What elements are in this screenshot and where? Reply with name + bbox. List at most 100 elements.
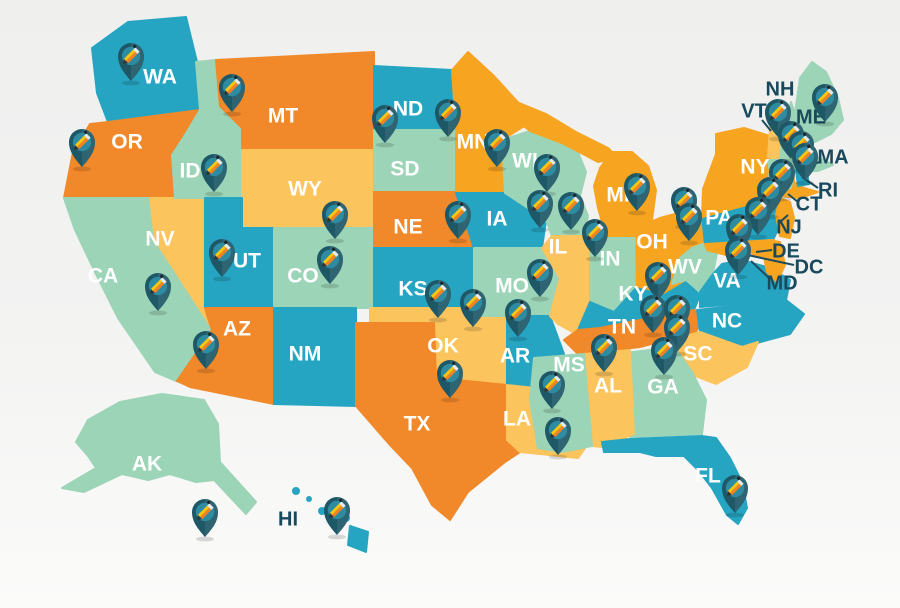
state-label-VA: VA (713, 270, 741, 293)
map-pin[interactable] (324, 497, 350, 540)
map-pin[interactable] (624, 173, 650, 216)
map-pin[interactable] (322, 201, 348, 244)
map-pin[interactable] (558, 192, 584, 235)
map-pin[interactable] (640, 295, 666, 338)
pencil-icon (550, 418, 567, 438)
map-pin[interactable] (651, 337, 677, 380)
pencil-icon (681, 204, 698, 224)
pencil-icon (596, 335, 613, 355)
small-label-RI: RI (818, 179, 838, 201)
pencil-icon (770, 100, 787, 120)
pencil-icon (322, 247, 339, 267)
map-pin[interactable] (722, 475, 748, 518)
map-pin[interactable] (460, 289, 486, 332)
state-label-IL: IL (549, 236, 568, 259)
map-pin[interactable] (372, 105, 398, 148)
map-pin[interactable] (317, 246, 343, 289)
leader-line (742, 253, 795, 266)
state-label-MN: MN (457, 131, 490, 154)
state-label-CO: CO (287, 265, 319, 288)
state-label-NE: NE (393, 216, 422, 239)
map-pin[interactable] (145, 273, 171, 316)
state-label-AK: AK (132, 453, 162, 476)
map-pin[interactable] (484, 129, 510, 172)
state-label-NV: NV (145, 228, 174, 251)
map-pin[interactable] (118, 43, 144, 86)
pencil-icon (206, 155, 223, 175)
small-label-MA: MA (817, 146, 848, 168)
pencil-icon (150, 274, 167, 294)
pencil-icon (730, 238, 747, 258)
state-label-WI: WI (512, 150, 538, 173)
map-pin[interactable] (527, 190, 553, 233)
pencil-icon (197, 500, 214, 520)
pencil-icon (539, 155, 556, 175)
pencil-icon (727, 476, 744, 496)
state-label-KY: KY (618, 283, 647, 306)
state-label-SD: SD (390, 158, 419, 181)
map-pin[interactable] (725, 237, 751, 280)
map-pin[interactable] (534, 154, 560, 197)
small-label-DC: DC (795, 256, 824, 278)
state-label-IN: IN (600, 248, 621, 271)
pencil-icon (797, 144, 814, 164)
pencil-icon (645, 296, 662, 316)
state-label-SC: SC (683, 343, 712, 366)
pencil-icon (327, 202, 344, 222)
pencil-icon (629, 174, 646, 194)
leader-line (750, 260, 771, 280)
leader-line (755, 249, 773, 253)
state-IA (455, 192, 547, 249)
pencil-icon (214, 240, 231, 260)
state-label-MI: MI (606, 184, 629, 207)
state-label-LA: LA (503, 408, 531, 431)
small-label-VT: VT (741, 100, 767, 122)
pencil-icon (465, 290, 482, 310)
small-label-CT: CT (796, 193, 823, 215)
state-label-PA: PA (705, 207, 733, 230)
map-pin[interactable] (69, 129, 95, 172)
pencil-icon (198, 332, 215, 352)
map-pin[interactable] (539, 371, 565, 414)
state-label-AR: AR (500, 345, 530, 368)
state-label-NM: NM (289, 343, 322, 366)
leader-line (779, 214, 789, 223)
state-label-OH: OH (636, 231, 668, 254)
state-label-OR: OR (111, 131, 143, 154)
map-pin[interactable] (591, 334, 617, 377)
map-pin[interactable] (201, 154, 227, 197)
map-pin[interactable] (545, 417, 571, 460)
map-pin[interactable] (582, 219, 608, 262)
pencil-icon (450, 202, 467, 222)
state-label-WY: WY (288, 178, 322, 201)
map-pin[interactable] (505, 299, 531, 342)
map-pin[interactable] (745, 197, 771, 240)
state-label-ID: ID (180, 160, 201, 183)
map-pin[interactable] (219, 74, 245, 117)
map-pin[interactable] (435, 99, 461, 142)
state-label-TX: TX (404, 413, 431, 436)
pencil-icon (676, 188, 693, 208)
map-pin[interactable] (437, 360, 463, 403)
state-label-WA: WA (143, 66, 177, 89)
pencil-icon (74, 130, 91, 150)
state-label-OK: OK (427, 335, 459, 358)
state-label-MS: MS (553, 354, 585, 377)
state-AK (61, 393, 257, 515)
map-pin[interactable] (209, 239, 235, 282)
state-FL (601, 435, 748, 525)
map-pin[interactable] (193, 331, 219, 374)
pencil-icon (563, 193, 580, 213)
map-pin[interactable] (527, 259, 553, 302)
map-pin[interactable] (425, 280, 451, 323)
map-pin[interactable] (192, 499, 218, 542)
map-pin[interactable] (445, 201, 471, 244)
map-pin[interactable] (812, 84, 838, 127)
map-pin[interactable] (676, 203, 702, 246)
pencil-icon (587, 220, 604, 240)
pencil-icon (430, 281, 447, 301)
map-pin[interactable] (645, 262, 671, 305)
pencil-icon (377, 106, 394, 126)
pencil-icon (544, 372, 561, 392)
map-pin[interactable] (792, 143, 818, 186)
